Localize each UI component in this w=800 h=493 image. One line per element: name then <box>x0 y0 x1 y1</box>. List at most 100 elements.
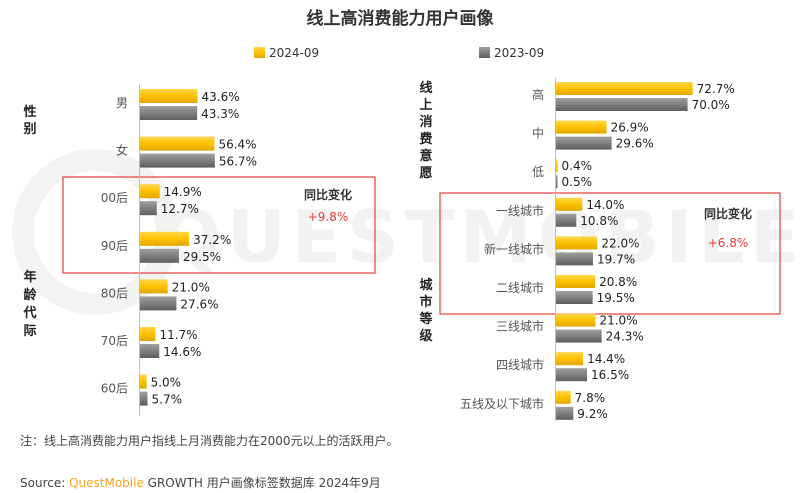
left-bar-2024-0 <box>140 89 198 103</box>
right-value-label-2024-0: 72.7% <box>697 82 735 96</box>
right-value-label-2024-2: 0.4% <box>562 159 593 173</box>
svg-text:年: 年 <box>23 269 36 285</box>
right-highlight-value: +6.8% <box>708 236 749 250</box>
watermark-text: QUESTMOBILE <box>160 195 800 279</box>
left-value-label-2024-2: 14.9% <box>164 185 202 199</box>
left-highlight-value: +9.8% <box>308 210 349 224</box>
right-value-label-2023-0: 70.0% <box>692 98 730 112</box>
right-bar-2023-3 <box>556 213 577 227</box>
right-value-label-2023-3: 10.8% <box>580 214 618 228</box>
left-bar-2024-3 <box>140 231 190 246</box>
svg-text:别: 别 <box>22 122 36 137</box>
right-bar-2024-4 <box>556 236 598 250</box>
svg-text:际: 际 <box>23 324 36 339</box>
left-value-label-2024-4: 21.0% <box>172 280 210 294</box>
right-category-label-4: 新一线城市 <box>484 241 544 256</box>
right-value-label-2024-5: 20.8% <box>599 275 637 289</box>
source-rest: 用户画像标签数据库 2024年9月 <box>203 475 381 490</box>
svg-text:级: 级 <box>419 328 433 344</box>
left-bar-2023-1 <box>140 153 215 168</box>
left-category-label-1: 女 <box>116 143 128 158</box>
left-bar-2024-5 <box>140 327 156 341</box>
right-bar-2023-6 <box>556 329 602 343</box>
right-value-label-2023-8: 9.2% <box>577 407 608 421</box>
chart-title: 线上高消费能力用户画像 <box>307 8 495 29</box>
left-bar-2023-2 <box>140 201 157 216</box>
right-value-label-2024-7: 14.4% <box>587 352 625 366</box>
left-category-label-3: 90后 <box>101 239 128 253</box>
left-value-label-2023-4: 27.6% <box>180 297 218 311</box>
svg-text:线: 线 <box>419 80 432 96</box>
right-value-label-2023-2: 0.5% <box>562 175 593 189</box>
legend-swatch-2024 <box>254 47 265 58</box>
right-bar-2024-7 <box>556 352 584 366</box>
right-bar-2024-3 <box>556 197 583 211</box>
left-category-label-2: 00后 <box>101 191 128 205</box>
source-prefix: Source: <box>20 476 69 490</box>
left-value-label-2024-3: 37.2% <box>193 233 231 247</box>
right-value-label-2024-1: 26.9% <box>611 121 649 135</box>
left-value-label-2023-1: 56.7% <box>219 155 257 169</box>
left-category-label-6: 60后 <box>101 382 128 396</box>
legend-label-2023: 2023-09 <box>494 46 544 60</box>
right-bar-2024-6 <box>556 313 596 327</box>
right-value-label-2023-5: 19.5% <box>597 291 635 305</box>
left-value-label-2023-3: 29.5% <box>183 250 221 264</box>
left-value-label-2023-0: 43.3% <box>201 107 239 121</box>
left-category-label-4: 80后 <box>101 286 128 300</box>
left-value-label-2023-5: 14.6% <box>163 345 201 359</box>
left-category-label-5: 70后 <box>101 334 128 348</box>
footnote: 注：线上高消费能力用户指线上月消费能力在2000元以上的活跃用户。 <box>20 433 399 448</box>
left-value-label-2024-1: 56.4% <box>218 138 256 152</box>
svg-text:费: 费 <box>419 131 432 147</box>
source-brand: QuestMobile <box>69 476 144 490</box>
left-bar-2023-0 <box>140 106 198 120</box>
svg-text:龄: 龄 <box>23 287 37 303</box>
left-highlight: 同比变化 +9.8% <box>62 176 376 274</box>
right-category-label-7: 四线城市 <box>496 357 544 372</box>
left-bar-2023-5 <box>140 344 160 358</box>
right-value-label-2023-4: 19.7% <box>597 252 635 266</box>
right-highlight-box <box>439 192 781 315</box>
right-category-label-2: 低 <box>532 165 544 179</box>
right-category-label-6: 三线城市 <box>496 319 544 334</box>
left-category-label-0: 男 <box>116 96 128 110</box>
svg-text:城: 城 <box>419 277 432 293</box>
svg-text:市: 市 <box>419 294 432 310</box>
right-category-label-3: 一线城市 <box>496 203 544 218</box>
source-line: Source: QuestMobile GROWTH 用户画像标签数据库 202… <box>20 475 381 490</box>
right-bar-2024-1 <box>556 120 607 134</box>
left-bar-2023-6 <box>140 391 148 406</box>
left-bar-2024-1 <box>140 136 215 151</box>
right-chart-marks: 高 72.7% 70.0% 中 26.9% 29.6% 低 0.4% 0.5% 一线城市 14.0%… <box>460 82 735 421</box>
left-value-label-2024-5: 11.7% <box>159 328 197 342</box>
svg-text:消: 消 <box>419 114 432 130</box>
left-bar-2023-3 <box>140 248 179 263</box>
right-bar-2023-7 <box>556 368 588 382</box>
right-value-label-2023-7: 16.5% <box>591 368 629 382</box>
source-product: GROWTH <box>144 476 203 490</box>
left-group-label-gender: 性别 <box>22 104 36 137</box>
svg-text:意: 意 <box>419 148 432 164</box>
left-bar-2024-4 <box>140 279 168 294</box>
svg-text:代: 代 <box>22 305 36 321</box>
right-bar-2024-8 <box>556 390 571 404</box>
right-bar-2023-8 <box>556 406 574 420</box>
left-bar-2023-4 <box>140 296 177 311</box>
right-bar-2024-2 <box>556 159 558 173</box>
left-bar-2024-2 <box>140 184 160 199</box>
legend-label-2024: 2024-09 <box>269 46 319 60</box>
left-highlight-box <box>62 176 376 274</box>
right-bar-2023-5 <box>556 291 593 304</box>
svg-text:愿: 愿 <box>419 166 432 181</box>
legend: 2024-09 2023-09 <box>254 46 544 60</box>
right-value-label-2024-8: 7.8% <box>575 391 606 405</box>
right-category-label-5: 二线城市 <box>496 280 544 295</box>
right-bar-2023-4 <box>556 252 594 266</box>
